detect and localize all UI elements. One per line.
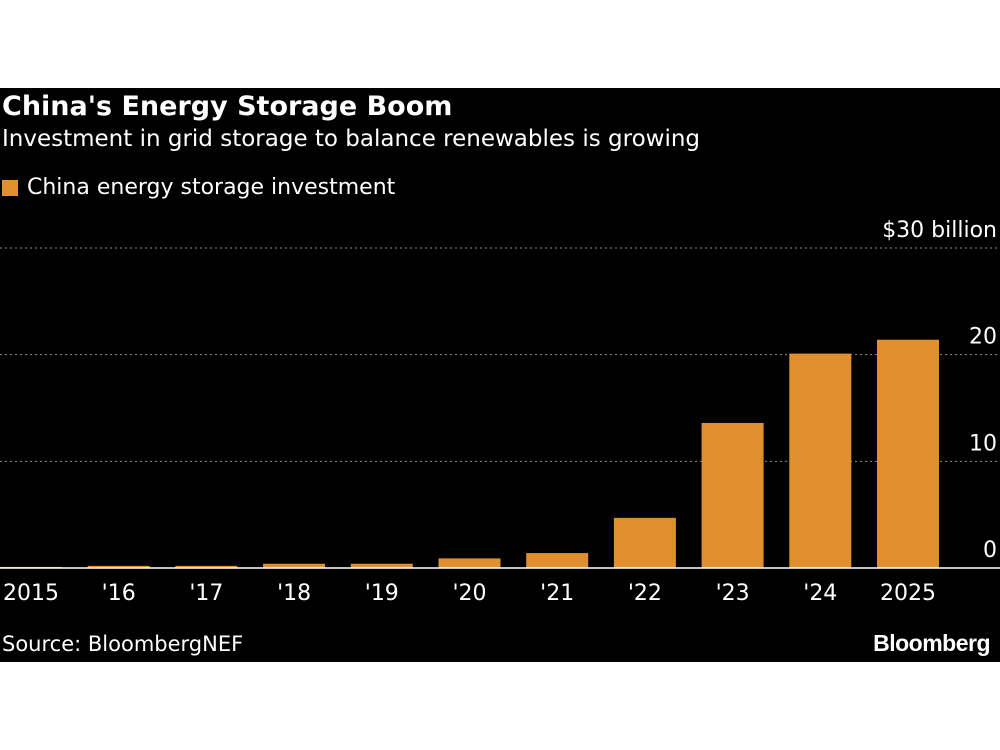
bar (350, 563, 413, 568)
x-tick-label: '17 (189, 581, 223, 606)
bar (526, 553, 589, 568)
x-tick-label: '21 (540, 581, 574, 606)
y-tick-label: 10 (969, 431, 997, 456)
x-tick-label: '16 (102, 581, 136, 606)
bar-chart: 0 10 20 $30 billion 2015 '16 '17 '18 '19 '20 '21 '2… (0, 218, 1000, 606)
x-tick-label: '22 (628, 581, 662, 606)
bar (613, 517, 676, 568)
bar (87, 565, 150, 568)
legend: China energy storage investment (2, 174, 395, 202)
legend-label: China energy storage investment (27, 175, 396, 200)
x-tick-label: '18 (277, 581, 311, 606)
chart-subtitle: Investment in grid storage to balance re… (2, 126, 701, 152)
legend-swatch (2, 180, 18, 196)
chart-title: China's Energy Storage Boom (2, 91, 453, 122)
bar (175, 565, 238, 568)
bloomberg-logo: Bloomberg (873, 630, 990, 656)
bar (877, 339, 939, 568)
y-tick-label: 20 (969, 325, 997, 350)
x-tick-label: '20 (452, 581, 486, 606)
x-tick-label: '23 (716, 581, 750, 606)
y-tick-label: $30 billion (882, 218, 997, 243)
chart-card: China's Energy Storage Boom Investment i… (0, 88, 1000, 662)
x-tick-label: '19 (365, 581, 399, 606)
bar (263, 563, 326, 568)
bar (789, 353, 852, 568)
y-tick-label: 0 (983, 538, 997, 563)
source-note: Source: BloombergNEF (2, 632, 244, 656)
bar (701, 422, 764, 568)
x-tick-label: 2025 (880, 581, 936, 606)
bar (438, 558, 501, 568)
x-tick-label: 2015 (3, 581, 59, 606)
x-tick-label: '24 (803, 581, 837, 606)
